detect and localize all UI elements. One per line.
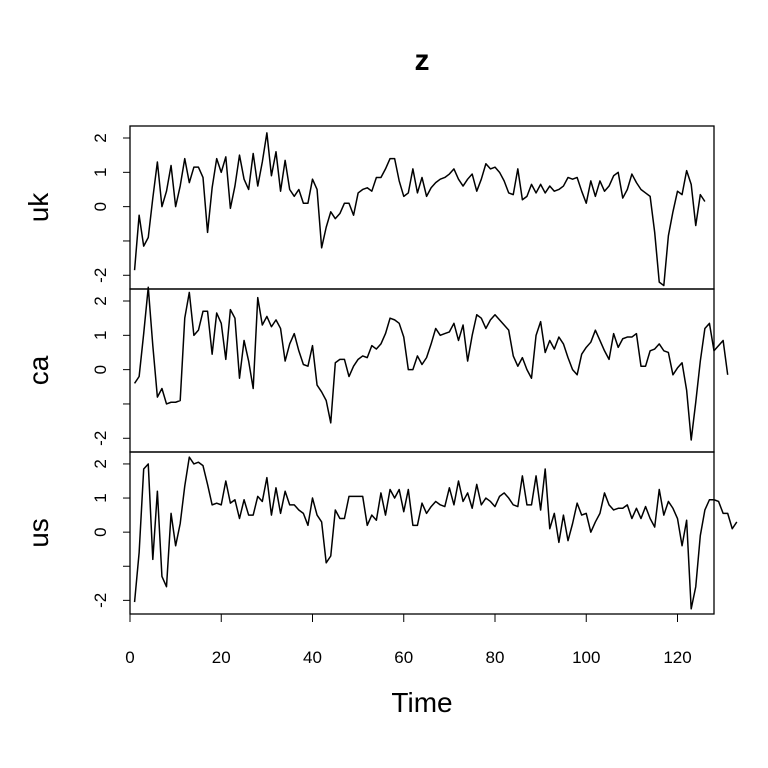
y-tick-label-ca: 1 xyxy=(91,331,110,340)
y-tick-label-us: 2 xyxy=(91,459,110,468)
panel-us: -2 0 1 2 us xyxy=(23,451,738,615)
x-axis: 0 20 40 60 80 100 120 xyxy=(125,613,692,667)
y-tick-label-ca: 0 xyxy=(91,365,110,374)
y-tick-label-us: 0 xyxy=(91,527,110,536)
panel-frame-us xyxy=(129,451,715,615)
series-label-ca: ca xyxy=(23,355,54,385)
y-tick-label-ca: -2 xyxy=(91,431,110,446)
panel-ca: -2 0 1 2 ca xyxy=(23,286,729,453)
y-tick-label-uk: 1 xyxy=(91,168,110,177)
y-tick-label-ca: 2 xyxy=(91,296,110,305)
y-tick-label-us: -2 xyxy=(91,593,110,608)
x-tick-label: 100 xyxy=(572,648,600,667)
x-tick-label: 20 xyxy=(212,648,231,667)
x-tick-label: 40 xyxy=(303,648,322,667)
panel-uk: -2 0 1 2 uk xyxy=(23,125,715,290)
panels: -2 0 1 2 uk -2 0 1 2 ca -2 0 1 2 us xyxy=(23,125,738,615)
x-tick-label: 120 xyxy=(663,648,691,667)
series-label-uk: uk xyxy=(23,192,54,223)
series-line-ca xyxy=(133,286,729,441)
x-axis-title: Time xyxy=(391,687,452,718)
chart-title: z xyxy=(415,44,430,77)
panel-frame-uk xyxy=(129,125,715,290)
series-label-us: us xyxy=(23,518,54,548)
y-tick-label-uk: -2 xyxy=(91,268,110,283)
y-tick-label-uk: 2 xyxy=(91,133,110,142)
x-tick-label: 80 xyxy=(486,648,505,667)
series-line-uk xyxy=(133,132,706,287)
y-tick-label-uk: 0 xyxy=(91,202,110,211)
x-tick-label: 0 xyxy=(125,648,134,667)
series-line-us xyxy=(133,456,738,610)
x-tick-label: 60 xyxy=(394,648,413,667)
y-tick-label-us: 1 xyxy=(91,493,110,502)
